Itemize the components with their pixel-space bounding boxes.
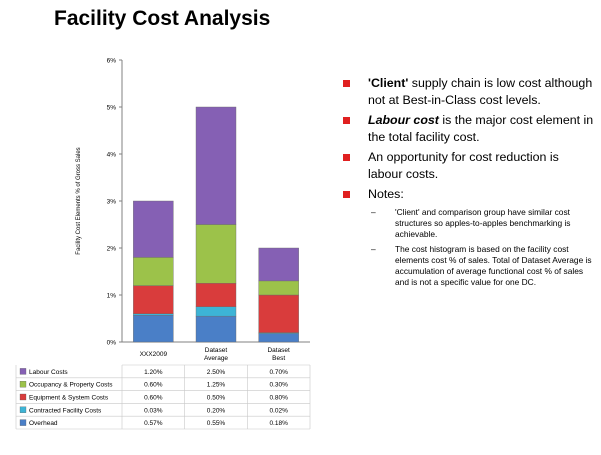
- bar-segment: [195, 224, 237, 284]
- data-value-label: 0.50%: [207, 395, 226, 402]
- legend-label: Equipment & System Costs: [29, 395, 109, 402]
- y-tick-label: 5%: [107, 105, 117, 112]
- sub-bullet-item: – 'Client' and comparison group have sim…: [368, 207, 595, 240]
- legend-swatch: [19, 381, 27, 388]
- legend-swatch: [19, 368, 27, 375]
- x-tick-label: Dataset: [205, 347, 228, 354]
- data-value-label: 2.50%: [207, 369, 226, 376]
- bar-segment: [133, 315, 174, 343]
- bar-segment: [195, 283, 237, 307]
- red-square-bullet-icon: [343, 154, 350, 161]
- data-value-label: 0.70%: [269, 369, 288, 376]
- bar-segment: [133, 313, 174, 316]
- data-value-label: 0.60%: [144, 382, 163, 389]
- y-tick-label: 6%: [107, 58, 117, 65]
- y-tick-label: 0%: [107, 340, 117, 347]
- sub-bullet-text: 'Client' and comparison group have simil…: [395, 207, 571, 239]
- bar-segment: [258, 333, 299, 343]
- red-square-bullet-icon: [343, 80, 350, 87]
- data-value-label: 0.80%: [269, 395, 288, 402]
- legend-swatch: [19, 419, 27, 426]
- sub-bullet-text: The cost histogram is based on the facil…: [395, 244, 592, 287]
- y-tick-label: 2%: [107, 246, 117, 253]
- bullet-item: Labour cost is the major cost element in…: [340, 112, 595, 146]
- red-square-bullet-icon: [343, 117, 350, 124]
- data-value-label: 0.20%: [207, 407, 226, 414]
- bullet-item: Notes: – 'Client' and comparison group h…: [340, 186, 595, 288]
- x-tick-label: XXX2009: [140, 351, 168, 358]
- y-tick-label: 4%: [107, 152, 117, 159]
- data-value-label: 0.03%: [144, 407, 163, 414]
- bullet-item: An opportunity for cost reduction is lab…: [340, 149, 595, 183]
- data-value-label: 0.55%: [207, 420, 226, 427]
- bar-segment: [195, 306, 237, 317]
- bullet-text: Notes:: [368, 187, 404, 201]
- legend-swatch: [19, 393, 27, 401]
- bullet-bold: Labour cost: [368, 113, 439, 127]
- bar-segment: [133, 257, 174, 286]
- bullet-list: 'Client' supply chain is low cost althou…: [340, 75, 595, 292]
- legend-label: Overhead: [29, 420, 58, 427]
- data-value-label: 0.57%: [144, 420, 163, 427]
- bullet-text: supply chain is low cost although not at…: [368, 76, 593, 107]
- bar-segment: [133, 285, 174, 315]
- data-value-label: 0.18%: [269, 420, 288, 427]
- bar-segment: [258, 247, 299, 282]
- data-value-label: 0.60%: [144, 395, 163, 402]
- data-value-label: 1.20%: [144, 369, 163, 376]
- y-tick-label: 3%: [107, 199, 117, 206]
- sub-bullet-item: – The cost histogram is based on the fac…: [368, 244, 595, 288]
- bullet-bold: 'Client': [368, 76, 409, 90]
- bullet-item: 'Client' supply chain is low cost althou…: [340, 75, 595, 109]
- data-value-label: 0.02%: [269, 407, 288, 414]
- data-value-label: 1.25%: [207, 382, 226, 389]
- data-value-label: 0.30%: [269, 382, 288, 389]
- bar-segment: [258, 294, 299, 333]
- bar-segment: [258, 280, 299, 296]
- x-tick-label: Best: [272, 355, 285, 362]
- legend-label: Contracted Facility Costs: [29, 407, 102, 414]
- bullet-text: An opportunity for cost reduction is lab…: [368, 150, 559, 181]
- legend-label: Occupancy & Property Costs: [29, 382, 113, 389]
- y-axis-label: Facility Cost Elements % of Gross Sales: [76, 147, 82, 254]
- legend-swatch: [19, 406, 27, 413]
- red-square-bullet-icon: [343, 191, 350, 198]
- bar-segment: [195, 106, 237, 225]
- legend-label: Labour Costs: [29, 369, 68, 376]
- sub-bullet-list: – 'Client' and comparison group have sim…: [368, 207, 595, 288]
- y-tick-label: 1%: [107, 293, 117, 300]
- x-tick-label: Average: [204, 355, 228, 362]
- dash-bullet-icon: –: [371, 207, 376, 217]
- bullet-text: is the major cost element in the total f…: [368, 113, 594, 144]
- x-tick-label: Dataset: [267, 347, 290, 354]
- bar-segment: [133, 200, 174, 258]
- bar-segment: [195, 315, 237, 343]
- dash-bullet-icon: –: [371, 244, 376, 254]
- slide-title: Facility Cost Analysis: [54, 7, 271, 30]
